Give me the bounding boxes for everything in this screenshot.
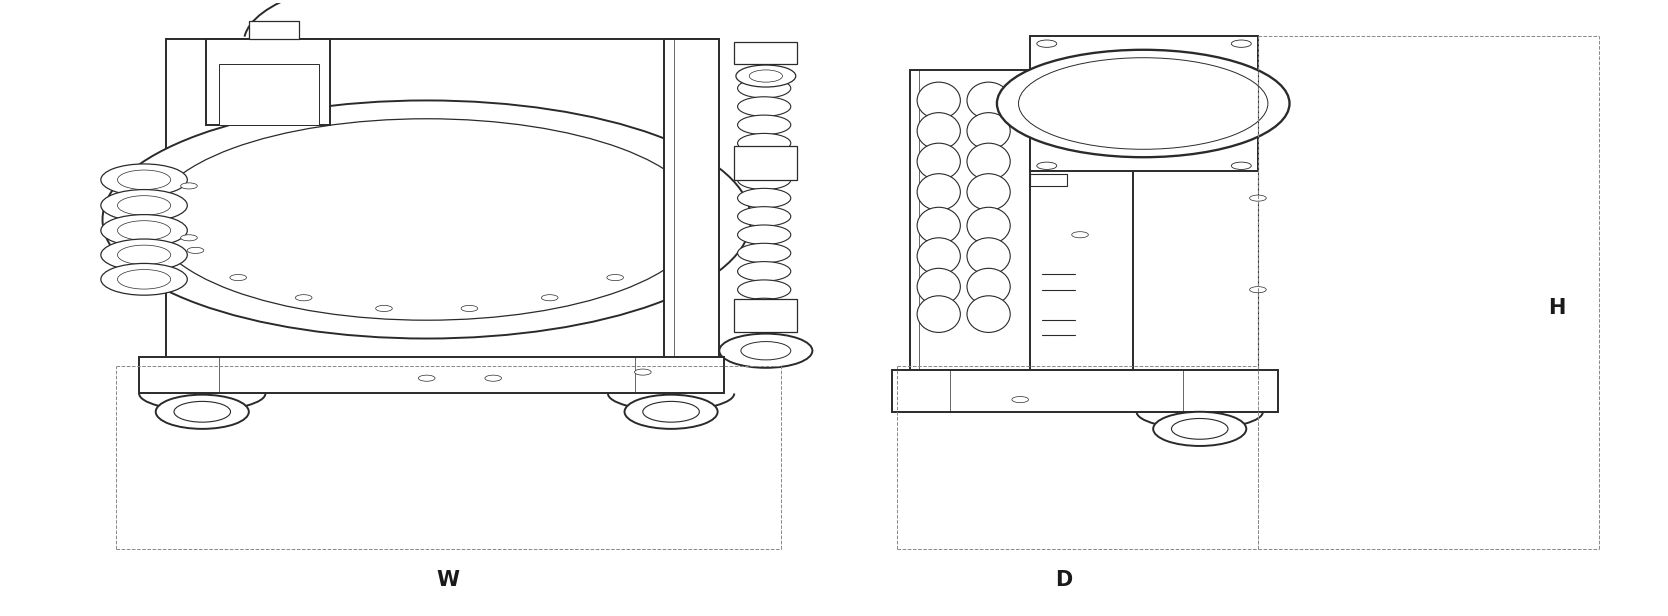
Circle shape — [1037, 162, 1058, 169]
Circle shape — [180, 183, 197, 189]
Bar — [219, 64, 319, 125]
Ellipse shape — [967, 296, 1011, 333]
Bar — [892, 370, 1278, 411]
Circle shape — [117, 170, 170, 190]
Circle shape — [1019, 58, 1268, 149]
Bar — [138, 357, 724, 394]
Circle shape — [1037, 40, 1058, 47]
Ellipse shape — [917, 82, 961, 119]
Bar — [1037, 91, 1061, 97]
Bar — [205, 39, 330, 125]
Circle shape — [485, 375, 502, 381]
Circle shape — [102, 100, 751, 339]
Circle shape — [1231, 162, 1251, 169]
Bar — [165, 39, 717, 372]
Circle shape — [230, 275, 247, 281]
Circle shape — [100, 239, 187, 271]
Circle shape — [737, 97, 791, 116]
Circle shape — [1249, 286, 1266, 293]
Circle shape — [749, 70, 782, 82]
Circle shape — [295, 294, 312, 301]
Circle shape — [542, 294, 559, 301]
Ellipse shape — [917, 113, 961, 149]
Bar — [734, 146, 797, 180]
Ellipse shape — [967, 82, 1011, 119]
Circle shape — [375, 306, 392, 312]
Circle shape — [1249, 195, 1266, 201]
Circle shape — [737, 170, 791, 190]
Circle shape — [737, 115, 791, 135]
Circle shape — [737, 280, 791, 299]
Text: W: W — [437, 570, 460, 590]
Ellipse shape — [917, 269, 961, 305]
Ellipse shape — [917, 174, 961, 210]
Circle shape — [187, 248, 203, 253]
Circle shape — [117, 270, 170, 289]
Bar — [664, 39, 719, 372]
Circle shape — [634, 369, 651, 375]
Circle shape — [1073, 232, 1088, 238]
Circle shape — [737, 188, 791, 208]
Ellipse shape — [967, 174, 1011, 210]
Circle shape — [117, 245, 170, 265]
Circle shape — [173, 402, 230, 422]
Ellipse shape — [967, 207, 1011, 244]
Circle shape — [117, 196, 170, 215]
Circle shape — [1231, 40, 1251, 47]
Ellipse shape — [917, 238, 961, 274]
Circle shape — [1171, 418, 1228, 439]
Bar — [734, 43, 797, 64]
Circle shape — [736, 65, 796, 87]
Bar — [249, 21, 299, 39]
Circle shape — [607, 275, 624, 281]
Bar — [1031, 36, 1258, 171]
Circle shape — [737, 152, 791, 171]
Bar — [1031, 174, 1068, 186]
Circle shape — [642, 402, 699, 422]
Ellipse shape — [967, 269, 1011, 305]
Circle shape — [719, 334, 812, 368]
Circle shape — [737, 262, 791, 281]
Circle shape — [100, 190, 187, 221]
Circle shape — [117, 221, 170, 240]
Circle shape — [419, 375, 435, 381]
Ellipse shape — [917, 296, 961, 333]
Ellipse shape — [917, 143, 961, 180]
Bar — [1031, 70, 1133, 372]
Text: H: H — [1548, 298, 1566, 318]
Ellipse shape — [917, 207, 961, 244]
Ellipse shape — [967, 113, 1011, 149]
Circle shape — [1153, 411, 1246, 446]
Circle shape — [152, 119, 701, 320]
Circle shape — [100, 214, 187, 246]
Circle shape — [737, 206, 791, 226]
Circle shape — [624, 395, 717, 429]
Circle shape — [100, 264, 187, 295]
Ellipse shape — [967, 143, 1011, 180]
Circle shape — [1012, 397, 1029, 403]
Circle shape — [155, 395, 249, 429]
Circle shape — [180, 235, 197, 241]
Circle shape — [741, 342, 791, 360]
Bar — [911, 70, 1039, 372]
Circle shape — [100, 164, 187, 196]
Bar — [1031, 97, 1068, 107]
Text: D: D — [1054, 570, 1073, 590]
Circle shape — [737, 298, 791, 318]
Ellipse shape — [967, 238, 1011, 274]
Circle shape — [737, 78, 791, 98]
Circle shape — [737, 243, 791, 263]
Circle shape — [737, 225, 791, 245]
Bar — [734, 299, 797, 333]
Circle shape — [997, 50, 1289, 157]
Circle shape — [737, 134, 791, 153]
Circle shape — [460, 306, 477, 312]
